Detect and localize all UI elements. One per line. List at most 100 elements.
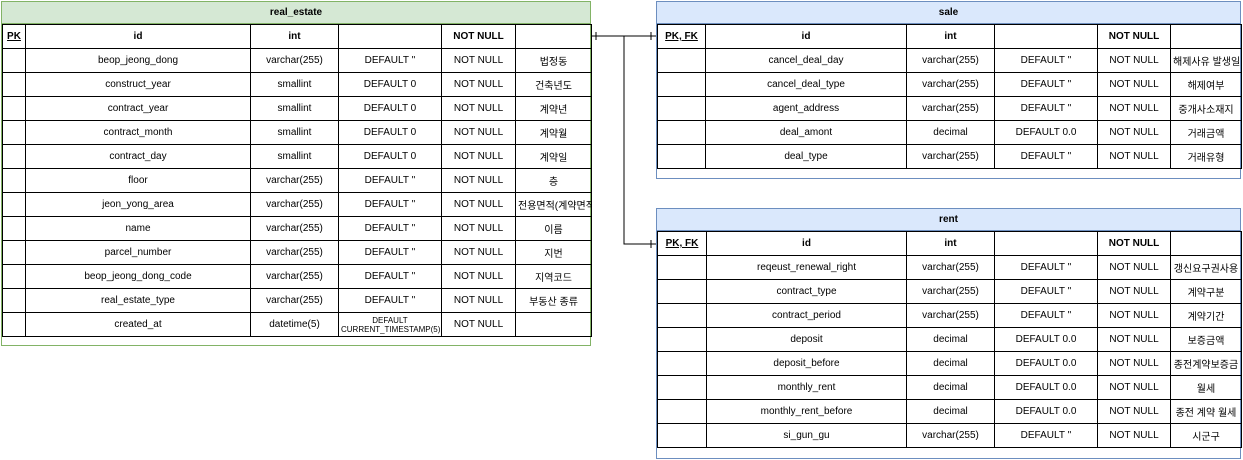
column-null-cell: NOT NULL [1097,423,1171,448]
column-name-cell: contract_type [706,279,907,304]
pk-cell [657,144,706,169]
column-row: deposit decimal DEFAULT 0.0 NOT NULL 보증금액 [657,327,1242,352]
pk-cell [657,48,706,73]
column-type-cell: varchar(255) [906,423,995,448]
column-name-cell: contract_day [25,144,251,169]
column-type-cell: int [906,231,995,256]
column-default-cell: DEFAULT '' [338,240,442,265]
entity-rent[interactable]: rent PK, FK id int NOT NULL reqeust_renewal_… [656,208,1242,459]
column-null-cell: NOT NULL [1097,144,1171,169]
column-default-cell: DEFAULT '' [994,72,1098,97]
column-row: reqeust_renewal_right varchar(255) DEFAULT… [657,255,1242,280]
entity-title: real_estate [1,1,591,24]
column-default-cell: DEFAULT 0.0 [994,327,1098,352]
column-type-cell: decimal [906,120,995,145]
column-comment-cell: 갱신요구권사용 [1170,255,1242,280]
column-row: beop_jeong_dong varchar(255) DEFAULT '' NOT… [2,48,592,73]
entity-title: sale [656,1,1241,24]
header-row: PK, FK id int NOT NULL [657,231,1242,256]
columns-tbody: PK id int NOT NULL beop_jeong_dong varchar(25… [2,24,592,337]
column-name-cell: contract_month [25,120,251,145]
column-default-cell: DEFAULT '' [338,216,442,241]
column-name-cell: deposit [706,327,907,352]
column-comment-cell: 시군구 [1170,423,1242,448]
column-type-cell: decimal [906,375,995,400]
columns-tbody: PK, FK id int NOT NULL reqeust_renewal_right… [657,231,1242,448]
columns-table: PK, FK id int NOT NULL reqeust_renewal_right… [657,231,1242,448]
column-default-cell [994,231,1098,256]
column-row: created_at datetime(5) DEFAULT CURRENT_TIM… [2,312,592,337]
column-null-cell: NOT NULL [1097,120,1171,145]
pk-cell [657,72,706,97]
column-type-cell: datetime(5) [250,312,339,337]
column-name-cell: monthly_rent [706,375,907,400]
column-row: contract_type varchar(255) DEFAULT '' NOT N… [657,279,1242,304]
column-name-cell: beop_jeong_dong [25,48,251,73]
column-comment-cell: 건축년도 [515,72,592,97]
pk-cell [2,48,26,73]
column-default-cell: DEFAULT CURRENT_TIMESTAMP(5) [338,312,442,337]
column-row: contract_month smallint DEFAULT 0 NOT NULL 계… [2,120,592,145]
column-null-cell: NOT NULL [1097,96,1171,121]
column-type-cell: varchar(255) [250,288,339,313]
entity-body: PK id int NOT NULL beop_jeong_dong varchar(25… [1,24,592,346]
pk-cell: PK, FK [657,231,707,256]
column-name-cell: cancel_deal_type [705,72,907,97]
column-name-cell: cancel_deal_day [705,48,907,73]
columns-table: PK id int NOT NULL beop_jeong_dong varchar(25… [2,24,592,337]
entity-title: rent [656,208,1241,231]
connector-real-estate-rent[interactable] [623,36,656,245]
column-type-cell: varchar(255) [250,168,339,193]
column-type-cell: decimal [906,351,995,376]
pk-cell: PK [2,24,26,49]
column-type-cell: varchar(255) [906,48,995,73]
column-null-cell: NOT NULL [1097,303,1171,328]
column-null-cell: NOT NULL [441,216,516,241]
column-type-cell: decimal [906,327,995,352]
entity-body: PK, FK id int NOT NULL reqeust_renewal_right… [656,231,1242,459]
column-name-cell: si_gun_gu [706,423,907,448]
column-comment-cell [1170,231,1242,256]
column-name-cell: deal_amont [705,120,907,145]
column-default-cell: DEFAULT 0.0 [994,375,1098,400]
entity-sale[interactable]: sale PK, FK id int NOT NULL cancel_deal_day v… [656,1,1242,179]
column-row: contract_period varchar(255) DEFAULT '' NOT… [657,303,1242,328]
column-default-cell: DEFAULT '' [338,264,442,289]
column-null-cell: NOT NULL [1097,48,1171,73]
column-default-cell: DEFAULT '' [994,96,1098,121]
header-row: PK, FK id int NOT NULL [657,24,1242,49]
column-name-cell: construct_year [25,72,251,97]
column-name-cell: created_at [25,312,251,337]
column-row: deal_amont decimal DEFAULT 0.0 NOT NULL 거래금액 [657,120,1242,145]
column-name-cell: deal_type [705,144,907,169]
column-null-cell: NOT NULL [441,96,516,121]
entity-real-estate[interactable]: real_estate PK id int NOT NULL beop_jeong_do… [1,1,592,346]
column-comment-cell: 보증금액 [1170,327,1242,352]
pk-cell [657,399,707,424]
column-type-cell: varchar(255) [906,144,995,169]
column-null-cell: NOT NULL [441,312,516,337]
column-comment-cell: 법정동 [515,48,592,73]
column-name-cell: monthly_rent_before [706,399,907,424]
column-comment-cell: 거래유형 [1170,144,1242,169]
column-default-cell: DEFAULT '' [994,48,1098,73]
column-null-cell: NOT NULL [1097,327,1171,352]
column-default-cell [994,24,1098,49]
column-row: deal_type varchar(255) DEFAULT '' NOT NULL 거… [657,144,1242,169]
column-type-cell: varchar(255) [250,192,339,217]
column-null-cell: NOT NULL [441,72,516,97]
column-type-cell: decimal [906,399,995,424]
column-row: monthly_rent_before decimal DEFAULT 0.0 NOT… [657,399,1242,424]
column-name-cell: name [25,216,251,241]
column-null-cell: NOT NULL [1097,399,1171,424]
column-null-cell: NOT NULL [441,240,516,265]
column-comment-cell: 계약년 [515,96,592,121]
column-type-cell: smallint [250,144,339,169]
column-type-cell: varchar(255) [250,240,339,265]
column-name-cell: real_estate_type [25,288,251,313]
column-row: si_gun_gu varchar(255) DEFAULT '' NOT NULL 시… [657,423,1242,448]
column-type-cell: varchar(255) [250,216,339,241]
column-row: contract_day smallint DEFAULT 0 NOT NULL 계약일 [2,144,592,169]
column-comment-cell: 거래금액 [1170,120,1242,145]
